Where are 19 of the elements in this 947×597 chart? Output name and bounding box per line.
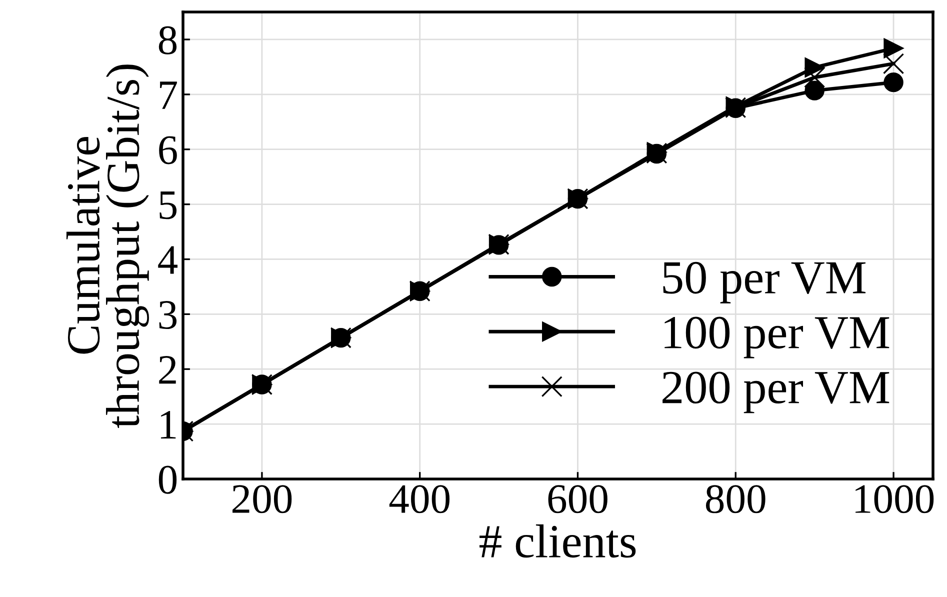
x-tick-label: 400	[389, 485, 450, 514]
y-tick-label: 6	[159, 136, 177, 164]
y-axis-title: Cumulative throughput (Gbit/s)	[66, 64, 149, 428]
y-tick-label: 7	[160, 82, 177, 109]
y-tick-label: 5	[160, 191, 177, 220]
y-tick-label: 4	[158, 246, 178, 274]
y-tick-label: 3	[159, 301, 177, 330]
x-tick-label: 800	[706, 485, 766, 514]
x-axis-title: # clients	[480, 524, 636, 558]
legend-label: 100 per VM	[664, 316, 890, 358]
y-tick-label: 1	[160, 411, 176, 439]
legend-label: 200 per VM	[662, 372, 890, 414]
x-tick-label: 600	[548, 485, 608, 514]
x-tick-label: 200	[232, 485, 292, 514]
legend-label: 50 per VM	[663, 262, 866, 304]
y-tick-label: 2	[159, 356, 176, 384]
y-tick-label: 0	[158, 466, 177, 494]
y-tick-label: 8	[158, 26, 177, 54]
x-tick-label: 1000	[856, 485, 934, 514]
